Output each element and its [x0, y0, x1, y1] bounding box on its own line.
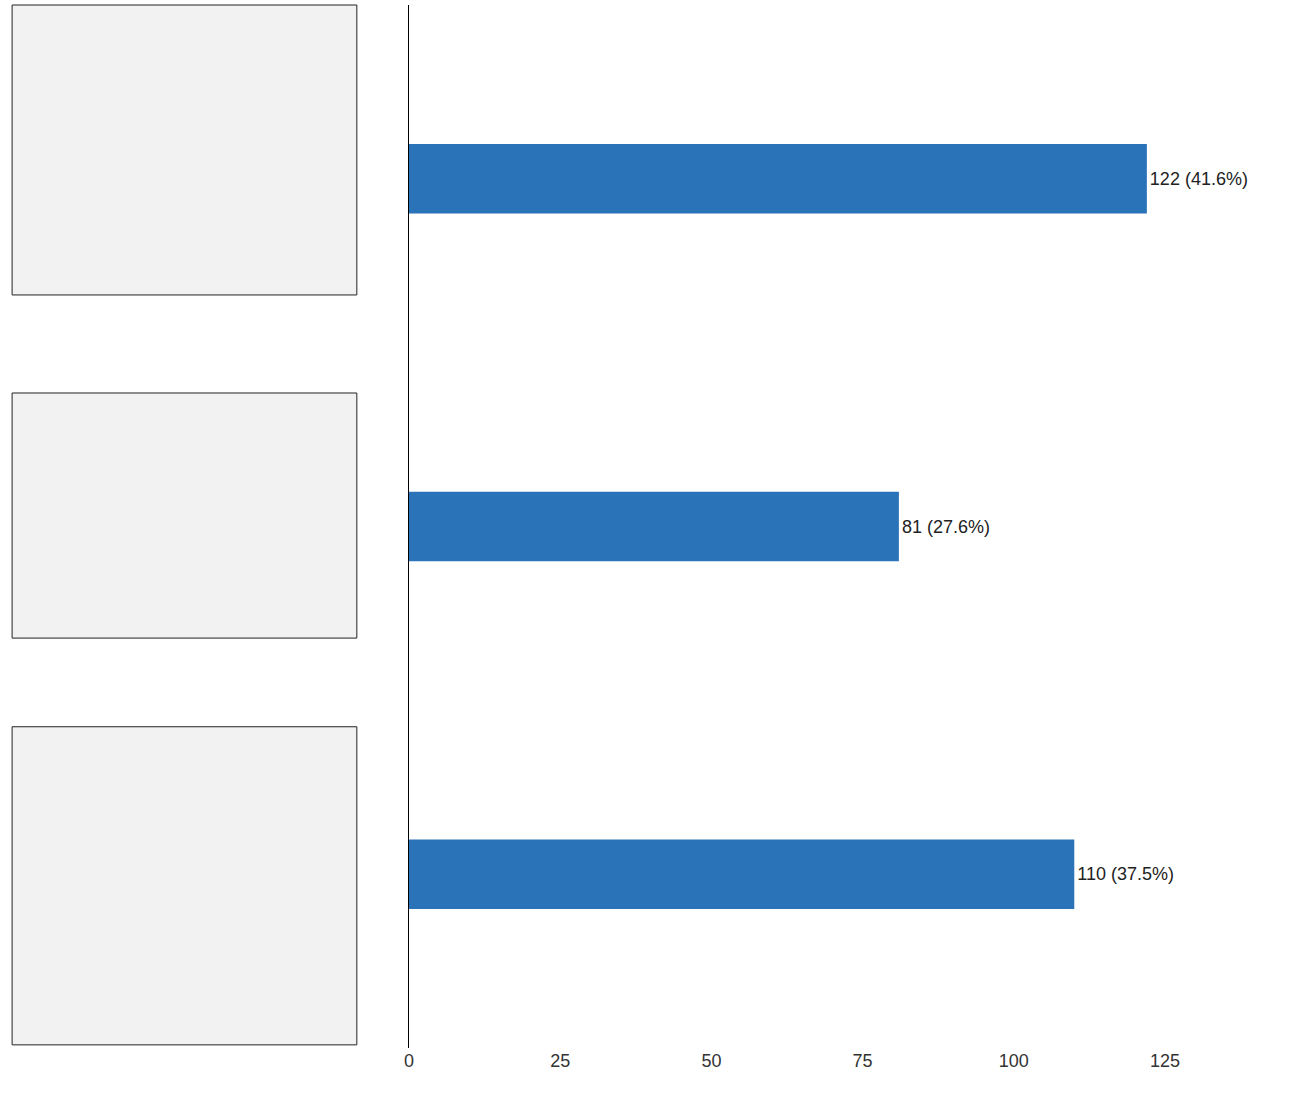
svg-text:110 (37.5%): 110 (37.5%)	[1077, 864, 1174, 884]
svg-text:122 (41.6%): 122 (41.6%)	[1150, 169, 1248, 189]
svg-text:75: 75	[853, 1051, 873, 1071]
svg-text:125: 125	[1150, 1051, 1180, 1071]
svg-text:50: 50	[701, 1051, 721, 1071]
svg-text:25: 25	[550, 1051, 570, 1071]
svg-text:81 (27.6%): 81 (27.6%)	[902, 517, 990, 537]
svg-text:0: 0	[404, 1051, 414, 1071]
svg-text:100: 100	[999, 1051, 1029, 1071]
